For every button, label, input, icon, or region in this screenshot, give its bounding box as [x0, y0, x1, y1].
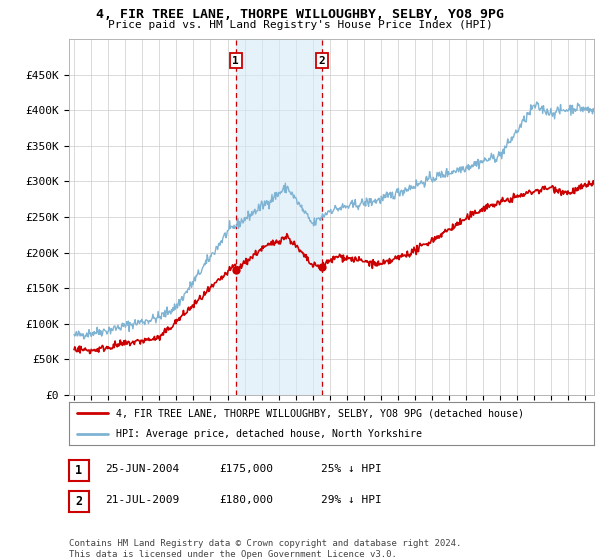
- Text: 1: 1: [232, 55, 239, 66]
- Text: 2: 2: [319, 55, 325, 66]
- Text: 21-JUL-2009: 21-JUL-2009: [105, 494, 179, 505]
- Text: £180,000: £180,000: [219, 494, 273, 505]
- Text: 4, FIR TREE LANE, THORPE WILLOUGHBY, SELBY, YO8 9PG (detached house): 4, FIR TREE LANE, THORPE WILLOUGHBY, SEL…: [116, 408, 524, 418]
- Text: 25-JUN-2004: 25-JUN-2004: [105, 464, 179, 474]
- Text: 1: 1: [76, 464, 82, 477]
- Text: Contains HM Land Registry data © Crown copyright and database right 2024.
This d: Contains HM Land Registry data © Crown c…: [69, 539, 461, 559]
- Text: 4, FIR TREE LANE, THORPE WILLOUGHBY, SELBY, YO8 9PG: 4, FIR TREE LANE, THORPE WILLOUGHBY, SEL…: [96, 8, 504, 21]
- Text: 2: 2: [76, 494, 82, 508]
- Text: Price paid vs. HM Land Registry's House Price Index (HPI): Price paid vs. HM Land Registry's House …: [107, 20, 493, 30]
- Text: £175,000: £175,000: [219, 464, 273, 474]
- Text: 29% ↓ HPI: 29% ↓ HPI: [321, 494, 382, 505]
- Bar: [236, 39, 322, 395]
- Text: 25% ↓ HPI: 25% ↓ HPI: [321, 464, 382, 474]
- Text: HPI: Average price, detached house, North Yorkshire: HPI: Average price, detached house, Nort…: [116, 430, 422, 439]
